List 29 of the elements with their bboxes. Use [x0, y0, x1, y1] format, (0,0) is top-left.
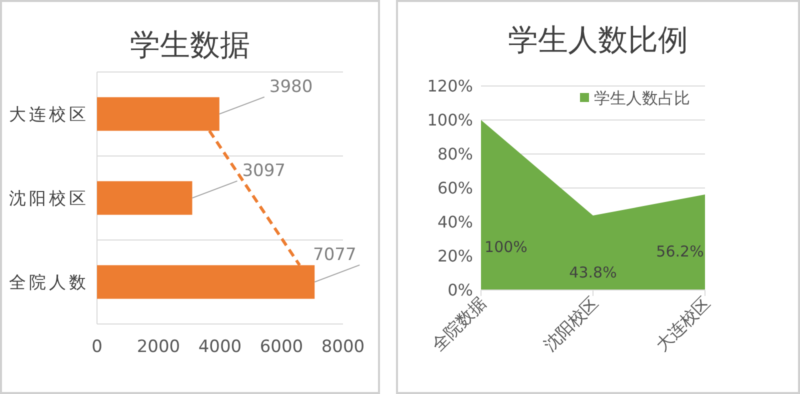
y-tick-label: 大连校区 [9, 104, 89, 125]
y-tick-label: 100% [427, 110, 473, 130]
chart-title: 学生数据 [130, 28, 250, 63]
bar [97, 265, 315, 299]
text: 43.8% [569, 264, 617, 282]
text: 100% [484, 238, 528, 256]
x-tick-label: 8000 [321, 337, 365, 357]
data-label: 3980 [269, 77, 313, 97]
x-tick-label: 6000 [260, 337, 304, 357]
y-tick-label: 全院人数 [9, 272, 89, 293]
y-tick-label: 沈阳校区 [9, 188, 89, 209]
y-tick-label: 60% [437, 178, 473, 198]
data-label: 7077 [313, 245, 356, 265]
x-tick-label: 4000 [198, 337, 242, 357]
legend-label: 学生人数占比 [594, 88, 690, 108]
text: 56.2% [656, 242, 704, 260]
y-tick-label: 40% [437, 212, 473, 232]
x-tick-label: 2000 [136, 337, 180, 357]
y-tick-label: 80% [437, 144, 473, 164]
bar [97, 97, 220, 131]
y-tick-label: 20% [437, 246, 473, 266]
x-tick-label: 沈阳校区 [540, 293, 603, 356]
bar [97, 181, 192, 215]
y-tick-label: 0% [448, 280, 473, 300]
data-label: 3097 [242, 161, 286, 181]
chart-title: 学生人数比例 [508, 23, 688, 58]
y-tick-label: 120% [427, 76, 473, 96]
x-tick-label: 0 [92, 337, 102, 357]
x-tick-label: 大连校区 [652, 293, 715, 356]
